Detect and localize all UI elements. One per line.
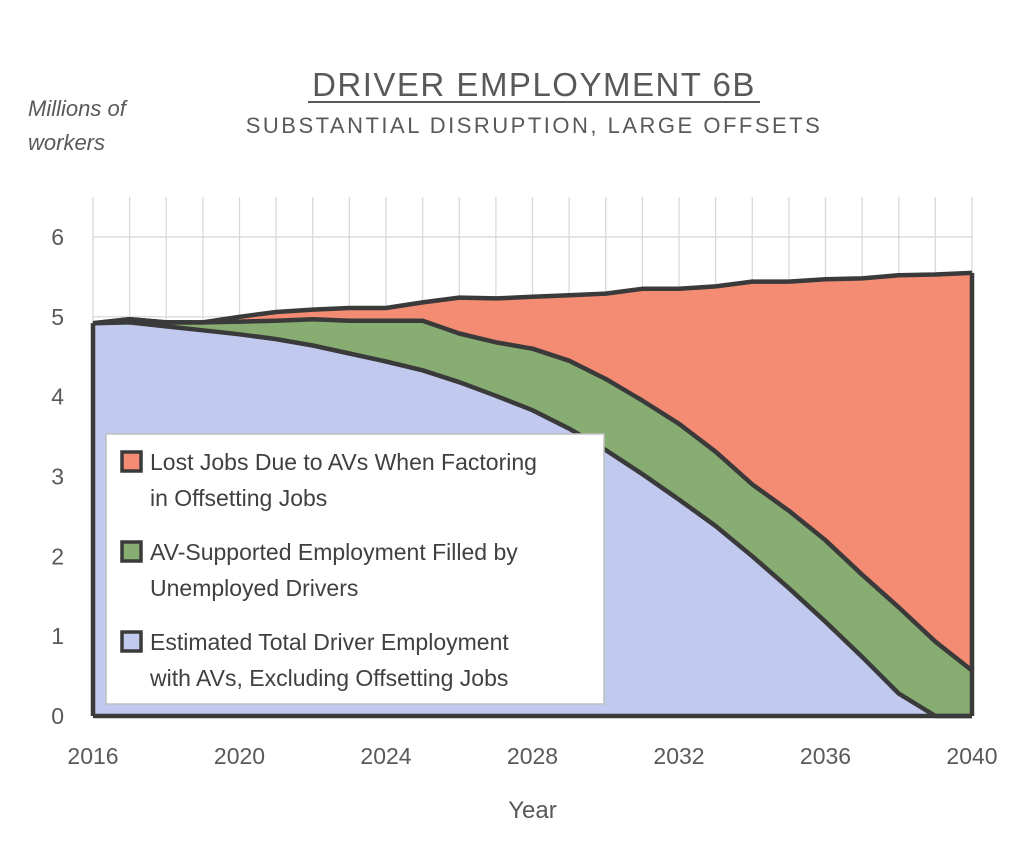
legend: Lost Jobs Due to AVs When Factoring in Of… bbox=[105, 433, 605, 705]
series-outline-2 bbox=[92, 316, 974, 673]
chart-title: DRIVER EMPLOYMENT 6B bbox=[312, 66, 756, 103]
y-axis-units-line-2: workers bbox=[28, 130, 105, 155]
legend-swatch bbox=[120, 630, 143, 653]
legend-label: Unemployed Drivers bbox=[150, 575, 358, 601]
legend-label: AV-Supported Employment Filled by bbox=[150, 539, 518, 565]
y-axis-units-line-1: Millions of bbox=[28, 96, 129, 121]
legend-label: in Offsetting Jobs bbox=[150, 485, 327, 511]
y-tick-label: 2 bbox=[51, 543, 64, 569]
area-series-3 bbox=[93, 272, 972, 671]
y-tick-label: 0 bbox=[51, 703, 64, 729]
x-axis-label: Year bbox=[508, 797, 557, 824]
x-tick-label: 2032 bbox=[653, 743, 704, 769]
legend-swatch bbox=[120, 540, 143, 563]
legend-label: Estimated Total Driver Employment bbox=[150, 629, 509, 655]
y-tick-label: 5 bbox=[51, 304, 64, 330]
x-tick-label: 2028 bbox=[507, 743, 558, 769]
y-tick-label: 3 bbox=[51, 463, 64, 489]
y-tick-label: 4 bbox=[51, 384, 64, 410]
series-outline-1 bbox=[92, 320, 972, 719]
x-tick-label: 2020 bbox=[214, 743, 265, 769]
x-tick-label: 2040 bbox=[946, 743, 997, 769]
legend-label: Lost Jobs Due to AVs When Factoring bbox=[150, 449, 537, 475]
series-outline-3 bbox=[92, 270, 973, 326]
x-tick-label: 2024 bbox=[360, 743, 411, 769]
legend-swatch bbox=[120, 450, 143, 473]
x-tick-label: 2016 bbox=[67, 743, 118, 769]
y-tick-label: 1 bbox=[51, 623, 64, 649]
y-tick-label: 6 bbox=[51, 224, 64, 250]
chart-subtitle: SUBSTANTIAL DISRUPTION, LARGE OFFSETS bbox=[246, 113, 823, 138]
x-tick-label: 2036 bbox=[800, 743, 851, 769]
legend-label: with AVs, Excluding Offsetting Jobs bbox=[149, 665, 508, 691]
axes: 0 1 2 3 4 5 6 2016 2020 2024 2028 2032 2036 2040 Year bbox=[51, 224, 997, 824]
legend-box bbox=[105, 433, 605, 705]
